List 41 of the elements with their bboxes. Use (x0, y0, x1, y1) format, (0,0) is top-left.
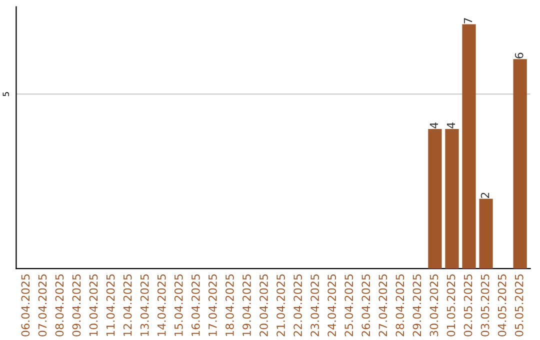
x-tick-label: 21.04.2025 (276, 274, 285, 336)
x-tick-label: 23.04.2025 (310, 274, 320, 336)
bar (462, 24, 476, 269)
x-tick-label: 10.04.2025 (89, 274, 98, 336)
bar (513, 59, 527, 269)
x-tick-label: 22.04.2025 (294, 274, 302, 336)
x-tick-label: 26.04.2025 (362, 274, 370, 336)
data-label: 4 (430, 122, 438, 128)
x-tick-label: 09.04.2025 (72, 274, 81, 336)
x-tick-label: 11.04.2025 (106, 274, 115, 336)
bar (445, 128, 459, 269)
x-tick-label: 18.04.2025 (226, 274, 234, 336)
x-tick-label: 17.04.2025 (208, 274, 217, 336)
x-tick-label: 25.04.2025 (344, 274, 354, 336)
x-tick-label: 30.04.2025 (430, 274, 438, 336)
x-tick-label: 01.05.2025 (446, 274, 456, 336)
x-tick-label: 27.04.2025 (378, 274, 388, 336)
x-tick-label: 02.05.2025 (464, 274, 472, 336)
x-tick-label: 03.05.2025 (480, 274, 490, 336)
x-tick-label: 08.04.2025 (55, 274, 64, 336)
x-tick-label: 07.04.2025 (38, 274, 47, 336)
data-label: 6 (514, 52, 524, 58)
x-tick-label: 16.04.2025 (191, 274, 200, 336)
x-tick-label: 12.04.2025 (123, 274, 132, 336)
bar (479, 198, 493, 269)
x-tick-label: 06.04.2025 (21, 274, 30, 336)
x-tick-label: 29.04.2025 (412, 274, 422, 336)
x-tick-label: 14.04.2025 (157, 274, 166, 336)
ref-line-label: 5 (2, 92, 10, 96)
data-label: 2 (480, 192, 490, 198)
x-tick-label: 28.04.2025 (396, 274, 404, 336)
x-tick-label: 04.05.2025 (498, 274, 506, 336)
bar (428, 128, 442, 269)
x-tick-label: 20.04.2025 (260, 274, 268, 336)
x-tick-label: 05.05.2025 (514, 274, 524, 336)
x-tick-label: 13.04.2025 (140, 274, 149, 336)
data-label: 4 (446, 122, 456, 128)
x-tick-label: 15.04.2025 (174, 274, 183, 336)
data-label: 7 (464, 18, 472, 24)
x-tick-label: 19.04.2025 (242, 274, 251, 336)
x-tick-label: 24.04.2025 (328, 274, 336, 336)
